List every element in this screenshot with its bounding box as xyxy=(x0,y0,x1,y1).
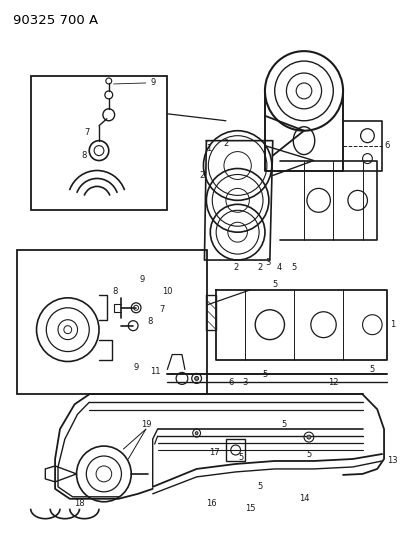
Circle shape xyxy=(195,376,198,381)
Text: 2: 2 xyxy=(199,171,204,180)
Text: 5: 5 xyxy=(306,449,312,458)
Text: 2: 2 xyxy=(223,139,228,148)
Text: 8: 8 xyxy=(147,317,152,326)
Bar xyxy=(31,76,167,211)
Text: 9: 9 xyxy=(139,276,144,285)
Text: 13: 13 xyxy=(387,456,398,465)
Text: 9: 9 xyxy=(134,363,139,372)
Text: 1: 1 xyxy=(206,144,211,153)
Circle shape xyxy=(307,435,311,439)
Text: 11: 11 xyxy=(150,367,160,376)
Text: 15: 15 xyxy=(245,504,256,513)
Text: 1: 1 xyxy=(390,320,395,329)
Text: 10: 10 xyxy=(162,287,172,296)
Text: 3: 3 xyxy=(243,378,248,387)
Text: 19: 19 xyxy=(141,419,151,429)
Text: 12: 12 xyxy=(328,378,338,387)
Text: 17: 17 xyxy=(210,448,220,457)
Text: 7: 7 xyxy=(84,128,90,137)
Text: 2: 2 xyxy=(258,263,263,272)
Text: 2: 2 xyxy=(233,263,238,272)
Text: 5: 5 xyxy=(370,365,375,374)
Text: 5: 5 xyxy=(282,419,287,429)
Text: 16: 16 xyxy=(206,499,216,508)
Text: 8: 8 xyxy=(82,151,87,160)
Text: 6: 6 xyxy=(384,141,390,150)
Circle shape xyxy=(195,432,198,434)
Text: 90325 700 A: 90325 700 A xyxy=(13,14,98,27)
Text: 7: 7 xyxy=(160,305,165,314)
Bar xyxy=(226,439,246,461)
Text: 5: 5 xyxy=(292,263,297,272)
Text: 5: 5 xyxy=(238,453,243,462)
Text: 4: 4 xyxy=(277,263,282,272)
Text: 9: 9 xyxy=(150,78,155,87)
Text: 5: 5 xyxy=(262,370,268,379)
Text: 5: 5 xyxy=(258,482,263,491)
Text: 6: 6 xyxy=(228,378,234,387)
Text: 3: 3 xyxy=(265,257,270,266)
Text: 18: 18 xyxy=(74,499,85,508)
Text: 14: 14 xyxy=(299,494,309,503)
Text: 8: 8 xyxy=(112,287,117,296)
Text: 5: 5 xyxy=(272,280,277,289)
Bar xyxy=(17,250,207,394)
